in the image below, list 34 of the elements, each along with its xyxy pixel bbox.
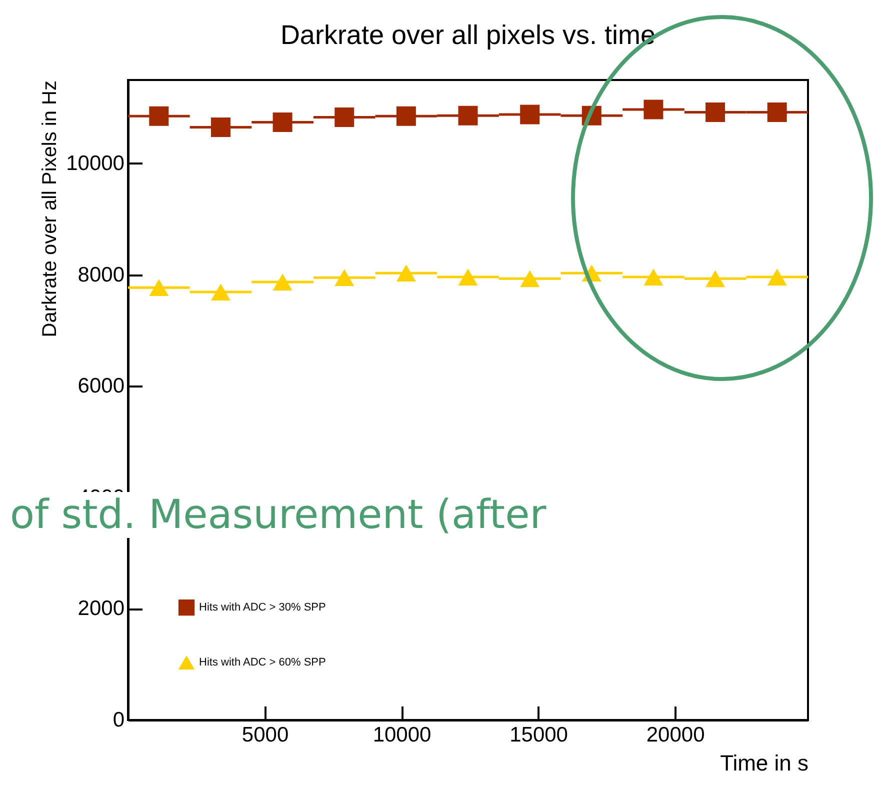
x-axis-title: Time in s: [720, 750, 808, 776]
y-tick-label: 8000: [78, 263, 124, 286]
legend-label: Hits with ADC > 60% SPP: [199, 656, 326, 668]
point: [706, 270, 726, 288]
x-tick-label: 15000: [510, 724, 568, 746]
point: [458, 268, 478, 286]
point: [644, 100, 664, 120]
point: [210, 284, 230, 300]
point: [396, 264, 416, 282]
x-tick-label: 5000: [242, 724, 289, 746]
point: [520, 270, 540, 288]
point: [767, 268, 787, 286]
point: [334, 269, 354, 286]
point: [767, 102, 787, 122]
point: [520, 104, 540, 124]
point: [458, 106, 478, 126]
point: [149, 106, 169, 126]
x-tick-label: 10000: [372, 724, 432, 746]
point: [210, 118, 230, 138]
point: [396, 106, 416, 126]
point: [272, 112, 292, 132]
y-tick-label: 0: [112, 708, 124, 732]
point: [644, 268, 664, 286]
y-axis-title: Darkrate over all Pixels in Hz: [39, 80, 62, 338]
point: [272, 274, 292, 290]
point: [149, 279, 169, 296]
y-tick-label: 10000: [66, 152, 124, 175]
point: [706, 102, 726, 122]
x-tick-label: 20000: [646, 724, 705, 746]
point: [334, 108, 354, 128]
legend-label: Hits with ADC > 30% SPP: [199, 602, 326, 614]
annotation: of std. Measurement (after: [4, 492, 552, 538]
y-tick-label: 2000: [78, 597, 124, 620]
y-tick-label: 6000: [78, 374, 124, 398]
